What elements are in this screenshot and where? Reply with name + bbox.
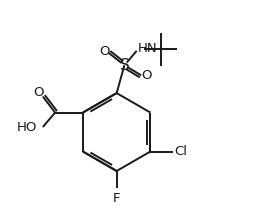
Text: HN: HN	[138, 42, 157, 55]
Text: O: O	[141, 69, 151, 82]
Text: O: O	[99, 45, 110, 58]
Text: Cl: Cl	[174, 145, 187, 158]
Text: F: F	[113, 192, 120, 205]
Text: O: O	[34, 86, 44, 99]
Text: HO: HO	[17, 121, 37, 134]
Text: S: S	[120, 58, 129, 73]
